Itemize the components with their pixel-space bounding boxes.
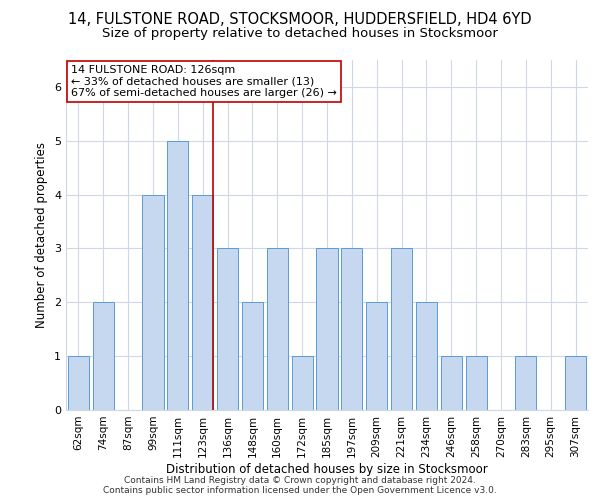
Bar bbox=[565, 356, 586, 410]
Bar bbox=[316, 248, 338, 410]
X-axis label: Distribution of detached houses by size in Stocksmoor: Distribution of detached houses by size … bbox=[166, 462, 488, 475]
Text: Contains HM Land Registry data © Crown copyright and database right 2024.
Contai: Contains HM Land Registry data © Crown c… bbox=[103, 476, 497, 495]
Bar bbox=[142, 194, 164, 410]
Bar bbox=[466, 356, 487, 410]
Bar bbox=[292, 356, 313, 410]
Bar bbox=[515, 356, 536, 410]
Text: 14 FULSTONE ROAD: 126sqm
← 33% of detached houses are smaller (13)
67% of semi-d: 14 FULSTONE ROAD: 126sqm ← 33% of detach… bbox=[71, 66, 337, 98]
Bar bbox=[267, 248, 288, 410]
Bar bbox=[341, 248, 362, 410]
Bar bbox=[366, 302, 387, 410]
Y-axis label: Number of detached properties: Number of detached properties bbox=[35, 142, 49, 328]
Bar bbox=[242, 302, 263, 410]
Bar bbox=[217, 248, 238, 410]
Text: Size of property relative to detached houses in Stocksmoor: Size of property relative to detached ho… bbox=[102, 28, 498, 40]
Text: 14, FULSTONE ROAD, STOCKSMOOR, HUDDERSFIELD, HD4 6YD: 14, FULSTONE ROAD, STOCKSMOOR, HUDDERSFI… bbox=[68, 12, 532, 28]
Bar bbox=[416, 302, 437, 410]
Bar bbox=[93, 302, 114, 410]
Bar bbox=[391, 248, 412, 410]
Bar bbox=[167, 141, 188, 410]
Bar bbox=[441, 356, 462, 410]
Bar bbox=[192, 194, 213, 410]
Bar bbox=[68, 356, 89, 410]
